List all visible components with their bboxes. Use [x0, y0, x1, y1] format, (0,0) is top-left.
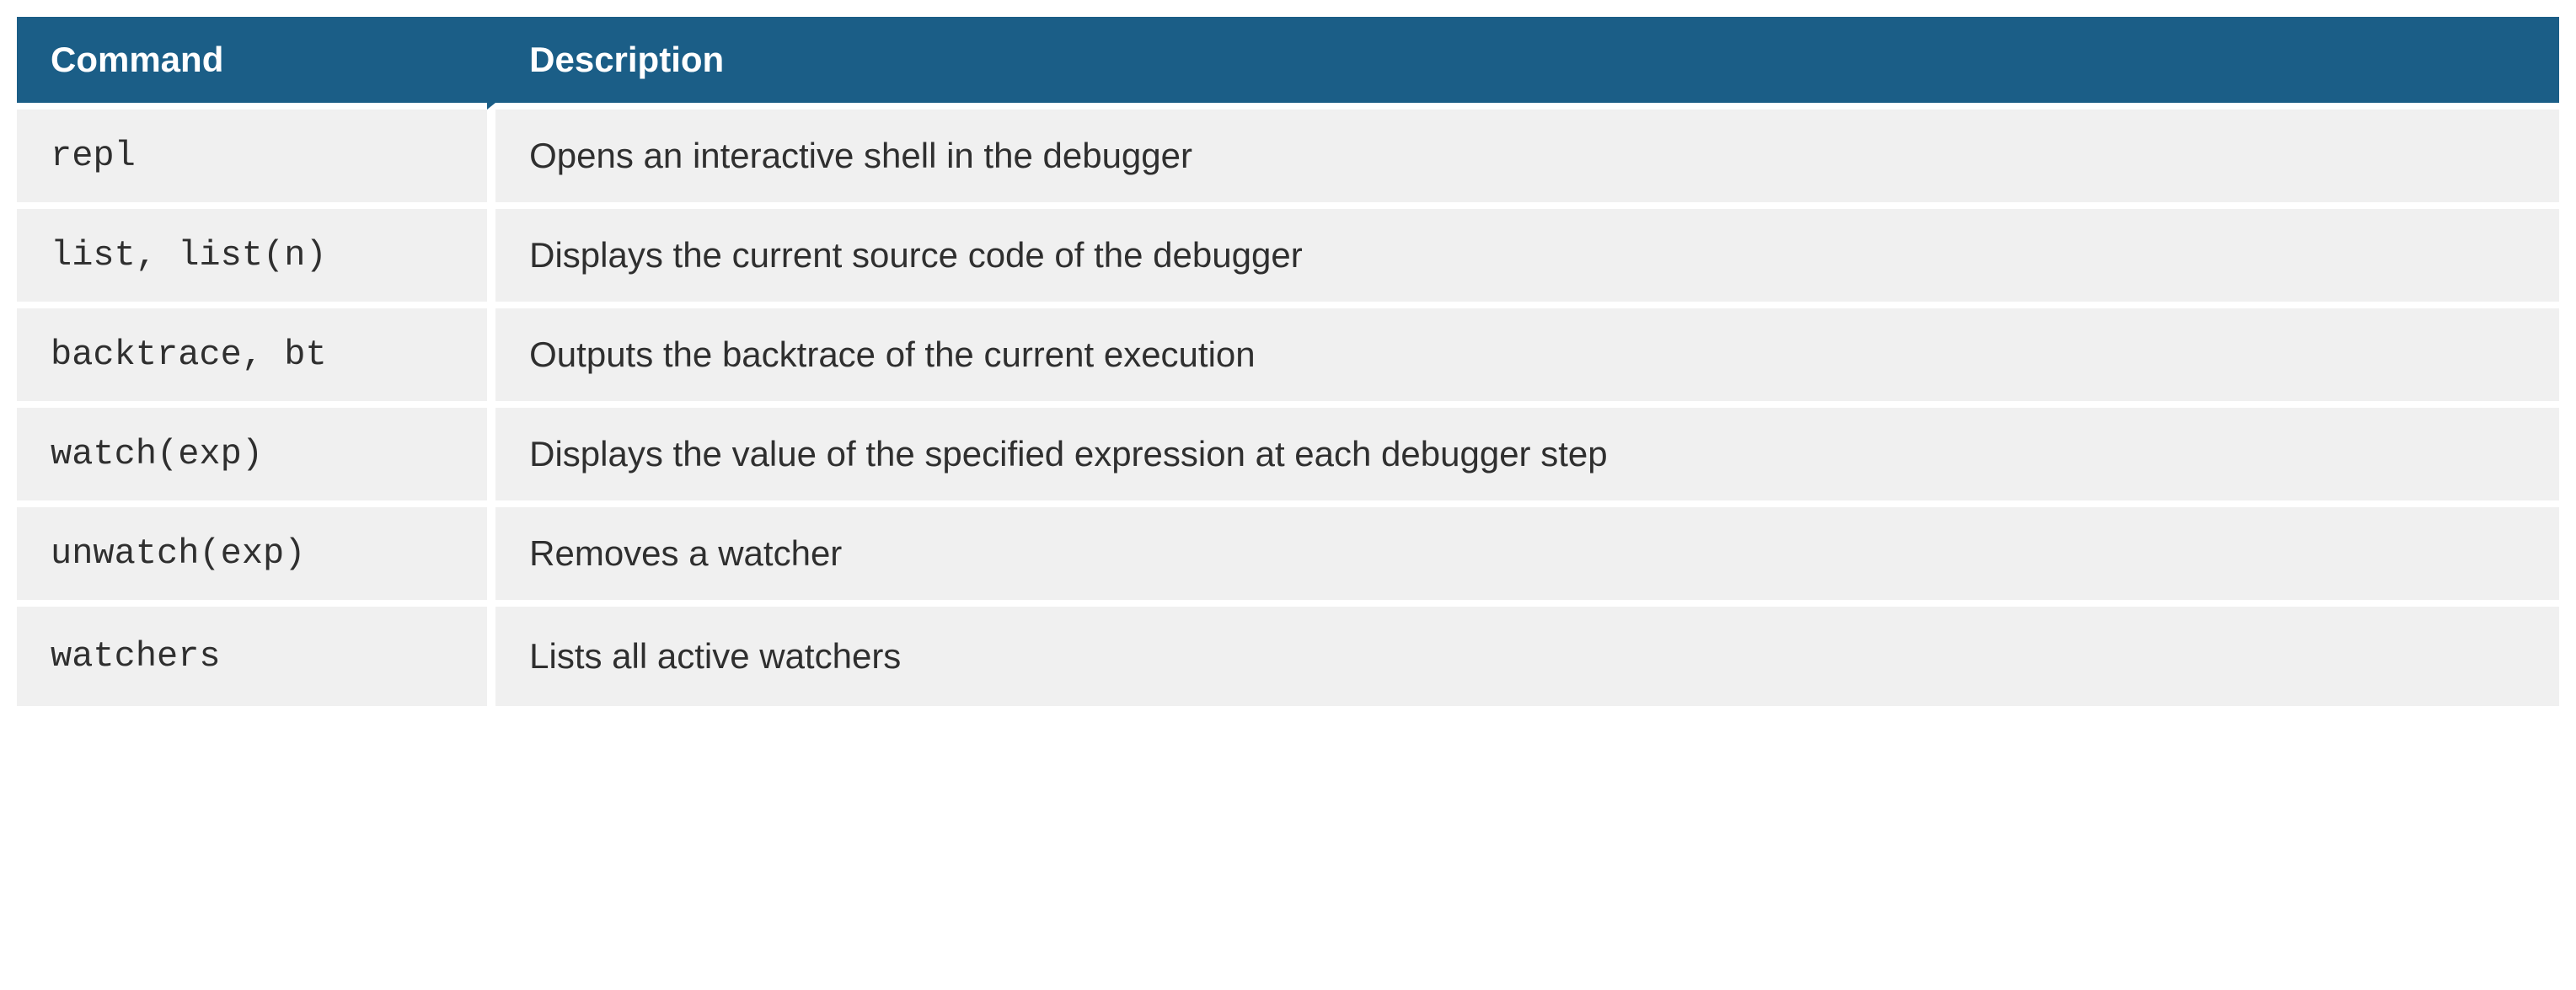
cell-description: Outputs the backtrace of the current exe… [487, 308, 2559, 408]
cell-description: Opens an interactive shell in the debugg… [487, 110, 2559, 209]
cell-description: Lists all active watchers [487, 607, 2559, 706]
cell-description: Removes a watcher [487, 507, 2559, 607]
cell-command: unwatch(exp) [17, 507, 487, 607]
cell-command: watch(exp) [17, 408, 487, 507]
cell-command: backtrace, bt [17, 308, 487, 408]
table-row: backtrace, btOutputs the backtrace of th… [17, 308, 2559, 408]
table-row: list, list(n)Displays the current source… [17, 209, 2559, 308]
table-row: watch(exp)Displays the value of the spec… [17, 408, 2559, 507]
header-description: Description [487, 17, 2559, 110]
header-command: Command [17, 17, 487, 110]
table-row: watchersLists all active watchers [17, 607, 2559, 706]
table-row: replOpens an interactive shell in the de… [17, 110, 2559, 209]
table-row: unwatch(exp)Removes a watcher [17, 507, 2559, 607]
cell-command: list, list(n) [17, 209, 487, 308]
cell-description: Displays the current source code of the … [487, 209, 2559, 308]
debugger-commands-table: Command Description replOpens an interac… [17, 17, 2559, 706]
cell-command: repl [17, 110, 487, 209]
cell-description: Displays the value of the specified expr… [487, 408, 2559, 507]
commands-table: Command Description replOpens an interac… [17, 17, 2559, 706]
cell-command: watchers [17, 607, 487, 706]
table-header-row: Command Description [17, 17, 2559, 110]
